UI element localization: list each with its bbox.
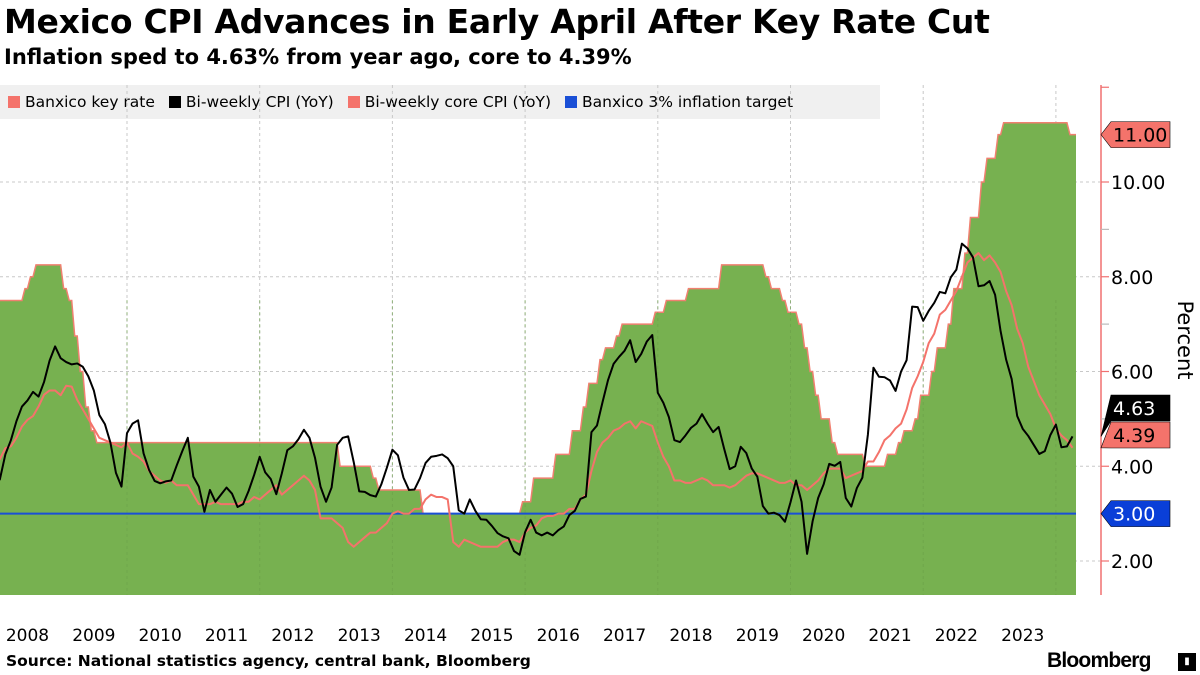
y-tick-label: 6.00 xyxy=(1111,362,1153,384)
y-tick-label: 2.00 xyxy=(1111,551,1153,573)
x-tick-label: 2008 xyxy=(6,626,49,646)
chart-title: Mexico CPI Advances in Early April After… xyxy=(4,2,990,41)
y-tick-label: 4.00 xyxy=(1111,456,1153,478)
x-tick-label: 2015 xyxy=(470,626,513,646)
key-rate-callout-label: 11.00 xyxy=(1113,125,1167,147)
x-tick-label: 2013 xyxy=(338,626,381,646)
legend-item-key-rate: Banxico key rate xyxy=(8,93,155,111)
chart-subtitle: Inflation sped to 4.63% from year ago, c… xyxy=(4,45,632,69)
legend-label: Banxico key rate xyxy=(25,93,155,111)
bloomberg-terminal-icon: ▮ xyxy=(1178,653,1196,671)
cpi-line xyxy=(0,242,1074,556)
x-tick-label: 2018 xyxy=(669,626,712,646)
key-rate-callout-tag xyxy=(1100,121,1171,148)
target-callout-label: 3.00 xyxy=(1113,504,1155,526)
key-rate-line xyxy=(0,122,1076,515)
legend-label: Banxico 3% inflation target xyxy=(582,93,794,111)
core-cpi-callout-label: 4.39 xyxy=(1113,425,1155,447)
legend-swatch xyxy=(565,96,578,108)
x-tick-label: 2016 xyxy=(537,626,580,646)
source-note: Source: National statistics agency, cent… xyxy=(6,652,531,670)
x-tick-label: 2009 xyxy=(72,626,115,646)
legend-label: Bi-weekly core CPI (YoY) xyxy=(364,93,552,111)
y-tick-label: 10.00 xyxy=(1111,172,1165,194)
legend-item-cpi: Bi-weekly CPI (YoY) xyxy=(168,93,334,111)
legend-swatch xyxy=(168,96,181,108)
core-cpi-callout-tag xyxy=(1100,421,1171,449)
cpi-callout-label: 4.63 xyxy=(1113,398,1155,420)
x-tick-label: 2014 xyxy=(404,626,447,646)
x-tick-label: 2020 xyxy=(802,626,845,646)
x-tick-label: 2022 xyxy=(935,626,978,646)
x-tick-label: 2021 xyxy=(868,626,911,646)
target-callout-tag xyxy=(1100,500,1171,527)
x-tick-label: 2012 xyxy=(271,626,314,646)
x-tick-label: 2023 xyxy=(1001,626,1044,646)
legend-swatch xyxy=(347,96,360,108)
legend-label: Bi-weekly CPI (YoY) xyxy=(185,93,334,111)
x-tick-label: 2017 xyxy=(603,626,646,646)
y-tick-label: 8.00 xyxy=(1111,267,1153,289)
bloomberg-logo: Bloomberg xyxy=(1047,649,1151,672)
legend-swatch xyxy=(8,96,20,108)
y-axis-label: Percent xyxy=(1173,300,1197,379)
legend: Banxico key rate Bi-weekly CPI (YoY) Bi-… xyxy=(0,85,880,119)
cpi-callout-tag xyxy=(1100,394,1171,437)
x-tick-label: 2019 xyxy=(736,626,779,646)
x-tick-label: 2011 xyxy=(205,626,248,646)
legend-item-target: Banxico 3% inflation target xyxy=(565,93,793,111)
x-tick-label: 2010 xyxy=(139,626,182,646)
legend-item-core-cpi: Bi-weekly core CPI (YoY) xyxy=(347,93,552,111)
